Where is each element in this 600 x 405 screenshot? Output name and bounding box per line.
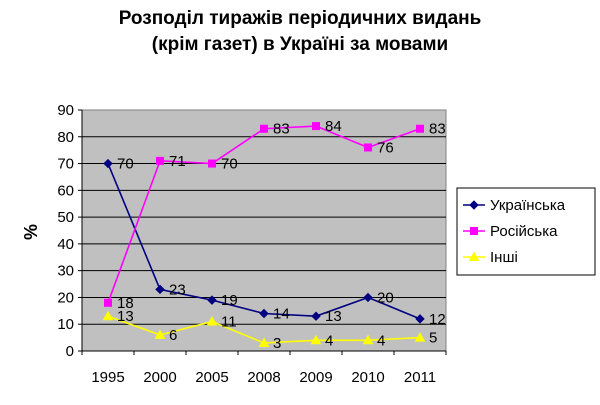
data-point xyxy=(362,334,374,345)
data-point xyxy=(155,284,165,295)
data-point xyxy=(416,124,424,133)
data-label: 71 xyxy=(169,153,186,170)
data-label: 84 xyxy=(325,118,342,135)
data-label: 4 xyxy=(325,332,333,349)
data-label: 20 xyxy=(377,289,394,306)
data-label: 14 xyxy=(273,306,290,323)
data-point xyxy=(259,308,269,319)
chart-title: Розподіл тиражів періодичних видань (крі… xyxy=(0,6,600,58)
chart-title-line-2: (крім газет) в Україні за мовами xyxy=(151,34,449,55)
y-tick-label: 40 xyxy=(57,236,74,253)
data-label: 83 xyxy=(273,121,290,138)
data-point xyxy=(260,124,268,133)
y-tick-label: 80 xyxy=(57,129,74,146)
data-point xyxy=(206,316,218,326)
data-label: 18 xyxy=(117,295,134,312)
legend-marker xyxy=(469,200,479,210)
data-point xyxy=(312,122,320,131)
y-tick-label: 0 xyxy=(66,343,74,360)
x-tick-label: 2000 xyxy=(143,369,176,386)
data-label: 13 xyxy=(117,308,134,325)
legend-label: Українська xyxy=(490,197,566,214)
data-label: 13 xyxy=(325,308,342,325)
data-point xyxy=(415,314,425,324)
x-tick-label: 2011 xyxy=(404,369,436,386)
y-tick-label: 10 xyxy=(57,316,74,333)
data-point xyxy=(363,292,373,303)
data-point xyxy=(414,332,426,342)
data-label: 83 xyxy=(429,121,446,138)
data-label: 23 xyxy=(169,281,186,298)
x-tick-label: 2005 xyxy=(195,369,228,386)
legend-marker xyxy=(470,227,478,235)
legend: Українська Російська Інші xyxy=(456,187,596,276)
x-tick-label: 2008 xyxy=(247,369,280,386)
data-label: 11 xyxy=(221,314,237,331)
x-axis: 1995 2000 2005 2008 2009 2010 2011 xyxy=(81,350,447,386)
data-label: 3 xyxy=(273,335,281,352)
data-label: 5 xyxy=(429,330,437,347)
legend-label: Інші xyxy=(490,249,518,266)
legend-marker xyxy=(468,251,480,261)
y-tick-label: 90 xyxy=(57,102,74,119)
y-tick-label: 20 xyxy=(57,289,74,306)
x-tick-label: 2010 xyxy=(351,369,384,386)
data-label: 76 xyxy=(377,139,394,156)
series-group: 70 23 19 14 13 20 12 18 71 70 83 84 76 83 13 6 11 3 4 4 5 xyxy=(102,118,446,352)
y-axis-label: % xyxy=(21,224,41,240)
data-point xyxy=(207,295,217,305)
data-point xyxy=(156,156,164,165)
data-label: 6 xyxy=(169,327,177,344)
data-label: 70 xyxy=(117,156,134,173)
legend-label: Російська xyxy=(490,223,558,240)
series-3: 13 6 11 3 4 4 5 xyxy=(102,308,437,352)
y-tick-label: 30 xyxy=(57,263,74,280)
data-label: 19 xyxy=(221,292,238,309)
y-tick-label: 50 xyxy=(57,209,74,226)
x-tick-label: 1995 xyxy=(91,369,124,386)
chart-title-line-1: Розподіл тиражів періодичних видань xyxy=(118,8,482,29)
data-point xyxy=(104,298,112,307)
series-2: 18 71 70 83 84 76 83 xyxy=(104,118,446,312)
data-label: 4 xyxy=(377,332,385,349)
y-axis: 0 10 20 30 40 50 60 70 80 90 xyxy=(57,102,83,360)
y-tick-label: 60 xyxy=(57,182,74,199)
x-tick-label: 2009 xyxy=(299,369,332,386)
data-label: 12 xyxy=(429,311,446,328)
data-point xyxy=(310,334,322,345)
gridlines xyxy=(82,136,446,325)
data-point xyxy=(103,158,113,169)
data-point xyxy=(258,337,270,347)
data-point xyxy=(311,311,321,321)
y-tick-label: 70 xyxy=(57,156,74,173)
data-point xyxy=(154,329,166,339)
data-point xyxy=(208,159,216,168)
data-label: 70 xyxy=(221,156,238,173)
series-1: 70 23 19 14 13 20 12 xyxy=(103,156,446,328)
data-point xyxy=(102,310,114,321)
data-point xyxy=(364,143,372,152)
